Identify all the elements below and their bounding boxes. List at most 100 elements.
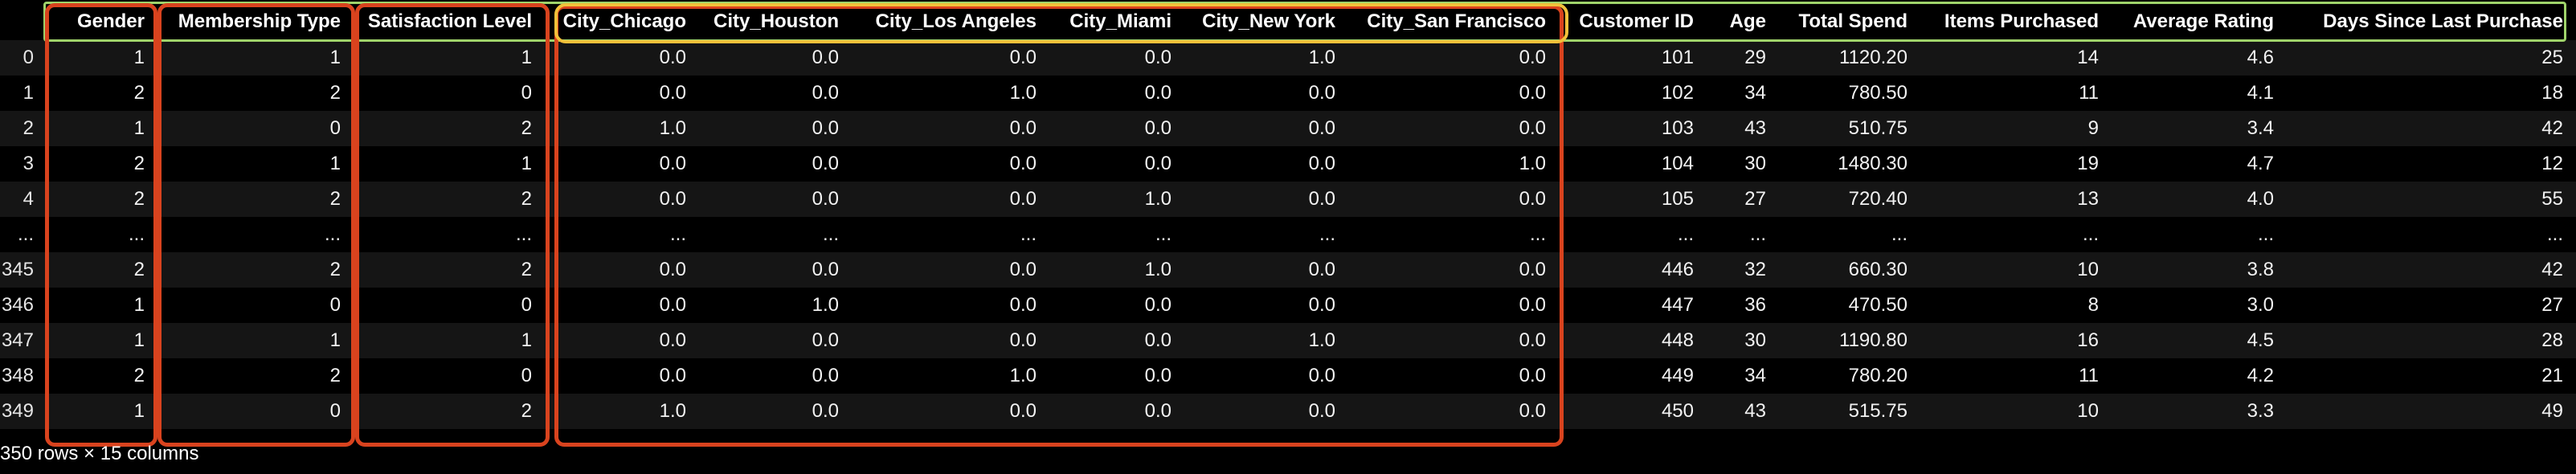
row-index: 3 bbox=[0, 146, 47, 182]
dataframe-shape: 350 rows × 15 columns bbox=[0, 443, 199, 464]
table-cell: 0.0 bbox=[1049, 288, 1184, 323]
table-row: 348 2 2 0 0.0 0.0 1.0 0.0 0.0 0.0 449 34 780.20 11 4.2… bbox=[0, 358, 2576, 394]
table-cell: 30 bbox=[1707, 146, 1779, 182]
table-cell: 0 bbox=[157, 288, 354, 323]
table-cell: 1 bbox=[157, 40, 354, 76]
table-cell: ... bbox=[2287, 217, 2576, 252]
table-cell: ... bbox=[545, 217, 699, 252]
table-cell: 8 bbox=[1920, 288, 2112, 323]
table-cell: 0.0 bbox=[1049, 323, 1184, 358]
table-cell: 0.0 bbox=[1348, 323, 1559, 358]
table-cell: 1 bbox=[47, 394, 157, 429]
table-cell: 0 bbox=[354, 358, 545, 394]
table-cell: 4.0 bbox=[2112, 182, 2287, 217]
table-cell: 0.0 bbox=[545, 182, 699, 217]
table-cell: 449 bbox=[1559, 358, 1707, 394]
table-cell: 0.0 bbox=[699, 182, 852, 217]
table-cell: ... bbox=[157, 217, 354, 252]
table-cell: 1 bbox=[47, 111, 157, 146]
table-cell: 4.6 bbox=[2112, 40, 2287, 76]
table-cell: 16 bbox=[1920, 323, 2112, 358]
table-cell: 11 bbox=[1920, 76, 2112, 111]
table-cell: 1.0 bbox=[1184, 40, 1348, 76]
table-cell: 0.0 bbox=[852, 323, 1049, 358]
table-cell: 2 bbox=[354, 111, 545, 146]
table-cell: 0.0 bbox=[1184, 288, 1348, 323]
table-cell: 19 bbox=[1920, 146, 2112, 182]
table-cell: 1120.20 bbox=[1779, 40, 1920, 76]
table-cell: 0.0 bbox=[1184, 394, 1348, 429]
table-cell: 660.30 bbox=[1779, 252, 1920, 288]
table-cell: 29 bbox=[1707, 40, 1779, 76]
table-cell: 1 bbox=[47, 323, 157, 358]
table-cell: 11 bbox=[1920, 358, 2112, 394]
table-cell: 0.0 bbox=[545, 252, 699, 288]
table-cell: 1 bbox=[354, 146, 545, 182]
column-header: City_Houston bbox=[714, 10, 839, 32]
table-cell: 1 bbox=[354, 40, 545, 76]
table-cell: 780.50 bbox=[1779, 76, 1920, 111]
table-cell: 0.0 bbox=[699, 111, 852, 146]
table-cell: 0.0 bbox=[1184, 111, 1348, 146]
table-cell: 1 bbox=[157, 146, 354, 182]
table-cell: 780.20 bbox=[1779, 358, 1920, 394]
table-cell: 1.0 bbox=[1049, 252, 1184, 288]
table-cell: 2 bbox=[354, 182, 545, 217]
table-cell: 1.0 bbox=[545, 111, 699, 146]
table-cell: 2 bbox=[47, 146, 157, 182]
table-cell: 10 bbox=[1920, 252, 2112, 288]
table-cell: ... bbox=[1049, 217, 1184, 252]
column-header: Total Spend bbox=[1798, 10, 1907, 32]
table-cell: 0.0 bbox=[1184, 146, 1348, 182]
table-cell: 104 bbox=[1559, 146, 1707, 182]
table-cell: 510.75 bbox=[1779, 111, 1920, 146]
table-cell: 0.0 bbox=[852, 182, 1049, 217]
table-cell: 9 bbox=[1920, 111, 2112, 146]
column-header: City_Chicago bbox=[562, 10, 686, 32]
table-cell: 0.0 bbox=[1348, 40, 1559, 76]
table-cell: ... bbox=[354, 217, 545, 252]
table-cell: 1 bbox=[354, 323, 545, 358]
table-row: 2 1 0 2 1.0 0.0 0.0 0.0 0.0 0.0 103 43 510.75 9 3.4 42 bbox=[0, 111, 2576, 146]
table-cell: 0.0 bbox=[1348, 288, 1559, 323]
table-cell: 0.0 bbox=[1348, 111, 1559, 146]
row-index: 349 bbox=[0, 394, 47, 429]
table-cell: 55 bbox=[2287, 182, 2576, 217]
table-cell: 102 bbox=[1559, 76, 1707, 111]
table-cell: 0.0 bbox=[1184, 76, 1348, 111]
table-cell: 18 bbox=[2287, 76, 2576, 111]
table-cell: 1.0 bbox=[545, 394, 699, 429]
table-cell: 0.0 bbox=[1184, 252, 1348, 288]
table-cell: 28 bbox=[2287, 323, 2576, 358]
table-cell: 2 bbox=[157, 252, 354, 288]
table-cell: 0.0 bbox=[699, 323, 852, 358]
table-cell: 0.0 bbox=[545, 358, 699, 394]
table-cell: 1.0 bbox=[1184, 323, 1348, 358]
table-cell: 0.0 bbox=[545, 323, 699, 358]
table-cell: 1 bbox=[47, 288, 157, 323]
table-cell: 720.40 bbox=[1779, 182, 1920, 217]
table-row: 0 1 1 1 0.0 0.0 0.0 0.0 1.0 0.0 101 29 1120.20 14 4.6 2… bbox=[0, 40, 2576, 76]
table-cell: 43 bbox=[1707, 394, 1779, 429]
table-cell: 0 bbox=[157, 394, 354, 429]
table-cell: 2 bbox=[47, 182, 157, 217]
table-cell: 0.0 bbox=[852, 40, 1049, 76]
table-cell: 1 bbox=[157, 323, 354, 358]
table-cell: 0.0 bbox=[852, 394, 1049, 429]
table-cell: 34 bbox=[1707, 76, 1779, 111]
table-cell: 1.0 bbox=[1348, 146, 1559, 182]
index-header bbox=[0, 3, 47, 40]
table-cell: 0.0 bbox=[1049, 358, 1184, 394]
table-cell: 3.4 bbox=[2112, 111, 2287, 146]
table-row: 3 2 1 1 0.0 0.0 0.0 0.0 0.0 1.0 104 30 1480.30 19 4.7 1… bbox=[0, 146, 2576, 182]
table-cell: 0 bbox=[354, 288, 545, 323]
table-cell: 1.0 bbox=[1049, 182, 1184, 217]
table-cell: 0.0 bbox=[699, 358, 852, 394]
table-cell: 2 bbox=[47, 76, 157, 111]
table-cell: 3.3 bbox=[2112, 394, 2287, 429]
table-cell: ... bbox=[852, 217, 1049, 252]
table-cell: 0.0 bbox=[1184, 182, 1348, 217]
table-cell: ... bbox=[699, 217, 852, 252]
table-cell: 1.0 bbox=[699, 288, 852, 323]
